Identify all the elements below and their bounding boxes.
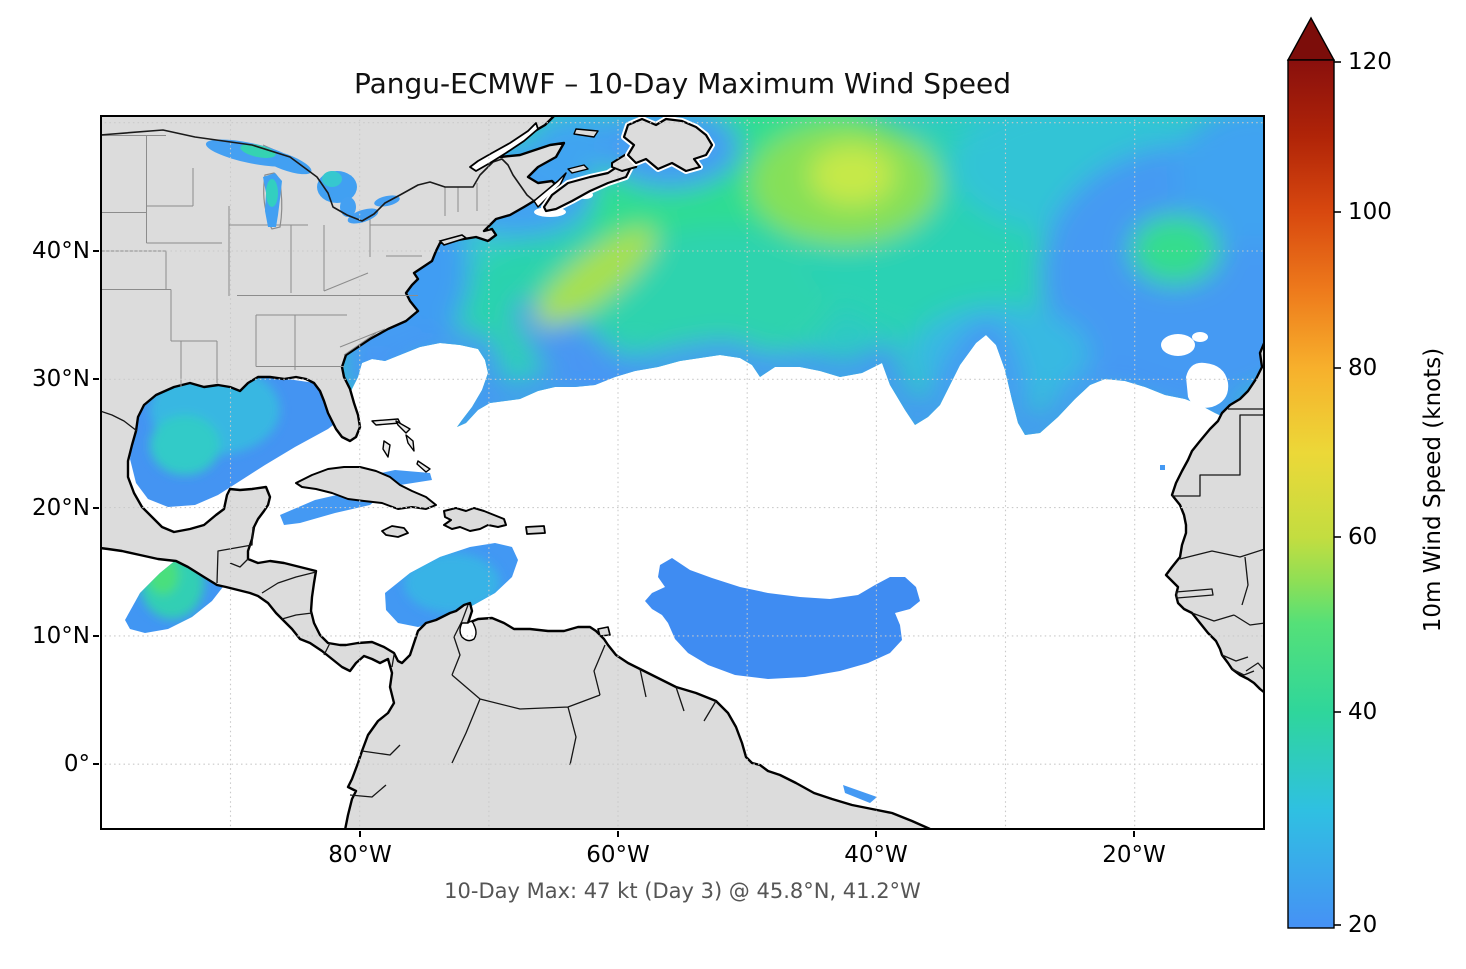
x-tickmark-20w: [1133, 831, 1135, 837]
lake-maracaibo: [459, 620, 477, 642]
country-borders: [100, 408, 1265, 798]
st-lawrence-river: [469, 122, 539, 172]
x-tick-label-40w: 40°W: [844, 842, 908, 868]
axes-frame: [100, 115, 1265, 830]
graticule: [100, 115, 1265, 830]
map-canvas: [100, 115, 1265, 830]
y-tick-label-20n: 20°N: [32, 495, 90, 521]
land-maritimes: [541, 128, 641, 214]
land-long-island: [438, 234, 468, 246]
x-tickmark-40w: [875, 831, 877, 837]
bahamas: [371, 418, 431, 473]
plot-title: Pangu-ECMWF – 10-Day Maximum Wind Speed: [354, 67, 1011, 100]
island-hispaniola: [443, 507, 507, 532]
caribbean-islands: [295, 418, 611, 637]
colorbar-tickmarks: [1334, 61, 1341, 926]
max-annotation: 10-Day Max: 47 kt (Day 3) @ 45.8°N, 41.2…: [444, 879, 921, 903]
colorbar-axis-label: 10m Wind Speed (knots): [1420, 347, 1446, 633]
y-tickmark-20n: [93, 507, 99, 509]
island-cuba: [295, 466, 437, 510]
x-tick-label-20w: 20°W: [1102, 842, 1166, 868]
cb-tick-60: 60: [1348, 524, 1378, 550]
y-tickmark-0: [93, 763, 99, 765]
y-tickmark-30n: [93, 378, 99, 380]
us-canada-border: [100, 129, 535, 222]
x-tickmark-60w: [617, 831, 619, 837]
x-tick-label-80w: 80°W: [328, 842, 392, 868]
cb-tick-120: 120: [1348, 49, 1392, 75]
wind-patch-caribbean-jet: [385, 543, 518, 627]
land-americas: [100, 115, 937, 830]
wind-patch-gulf-of-mexico: [130, 375, 346, 507]
cb-tick-80: 80: [1348, 355, 1378, 381]
island-puerto-rico: [525, 525, 546, 535]
bay-of-fundy: [533, 172, 567, 208]
y-tick-label-30n: 30°N: [32, 366, 90, 392]
y-tick-label-10n: 10°N: [32, 623, 90, 649]
y-tick-label-0: 0°: [63, 751, 90, 777]
y-tick-label-40n: 40°N: [32, 238, 90, 264]
cb-tick-20: 20: [1348, 912, 1378, 938]
colorbar: [1286, 16, 1341, 929]
island-jamaica: [381, 525, 409, 538]
cb-tick-40: 40: [1348, 699, 1378, 725]
colorbar-gradient-bar: [1287, 59, 1335, 929]
x-tickmark-80w: [359, 831, 361, 837]
y-tickmark-40n: [93, 250, 99, 252]
colorbar-extend-arrow: [1286, 16, 1336, 61]
wind-patch-great-lakes: [205, 139, 400, 227]
island-trinidad: [597, 626, 611, 637]
x-tick-label-60w: 60°W: [586, 842, 650, 868]
y-tickmark-10n: [93, 635, 99, 637]
cb-tick-100: 100: [1348, 199, 1392, 225]
land-newfoundland: [621, 116, 715, 174]
